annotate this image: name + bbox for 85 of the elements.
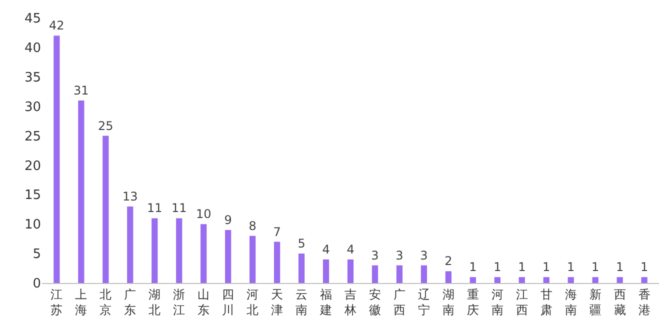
x-tick-label: 湖南: [442, 287, 454, 317]
bar: [322, 259, 330, 283]
data-label: 3: [420, 248, 428, 262]
data-label: 10: [196, 207, 212, 222]
data-label: 8: [248, 218, 256, 233]
bar: [225, 230, 232, 283]
y-tick-label: 15: [24, 188, 41, 204]
data-label: 13: [122, 189, 138, 204]
x-tick-label: 辽宁: [418, 287, 430, 317]
bar: [420, 265, 428, 283]
y-tick-label: 0: [32, 276, 41, 292]
x-tick-label: 香港: [638, 287, 650, 317]
x-tick-label: 新疆: [589, 287, 602, 317]
x-tick-label: 海南: [564, 287, 577, 317]
x-tick-label: 重庆: [466, 287, 479, 317]
x-tick-label: 吉林: [344, 287, 356, 317]
data-label: 1: [518, 260, 526, 274]
x-tick-label: 河南: [491, 287, 504, 317]
data-label: 1: [567, 260, 575, 274]
bar: [372, 265, 378, 283]
y-tick-label: 25: [24, 129, 41, 144]
data-label: 42: [49, 18, 64, 33]
data-label: 3: [371, 248, 379, 262]
bar: [518, 277, 525, 283]
data-label: 11: [146, 201, 162, 216]
y-tick-label: 40: [24, 40, 41, 56]
y-tick-label: 20: [24, 158, 41, 174]
data-label: 2: [444, 254, 452, 268]
x-tick-label: 安徽: [368, 287, 381, 317]
bar: [200, 224, 207, 283]
data-label: 25: [98, 118, 114, 133]
x-tick-label: 上海: [75, 287, 88, 317]
data-label: 5: [298, 236, 306, 251]
data-label: 7: [273, 224, 281, 239]
bar: [176, 218, 182, 283]
x-tick-label: 天津: [271, 287, 284, 317]
bar: [274, 242, 280, 283]
x-tick-label: 浙江: [173, 287, 186, 317]
data-label: 11: [171, 201, 187, 216]
y-tick-label: 5: [32, 247, 41, 262]
bar: [298, 254, 305, 283]
x-tick-label: 广东: [124, 287, 136, 317]
data-label: 1: [494, 260, 502, 274]
data-label: 1: [469, 260, 477, 274]
x-tick-label: 福建: [319, 287, 332, 317]
bar: [54, 36, 60, 283]
bar: [78, 100, 84, 283]
x-tick-label: 河北: [246, 287, 259, 317]
bar: [543, 277, 550, 283]
x-tick-label: 甘肃: [540, 287, 552, 317]
y-tick-label: 45: [24, 12, 41, 27]
bar: [470, 277, 476, 283]
bar: [127, 206, 134, 283]
x-tick-label: 山东: [198, 287, 210, 317]
x-tick-label: 广西: [393, 287, 406, 317]
x-tick-label: 江苏: [50, 287, 63, 317]
bar: [641, 277, 648, 283]
bar: [568, 277, 574, 283]
x-tick-label: 四川: [222, 287, 234, 317]
y-tick-label: 10: [24, 218, 41, 233]
bar: [250, 236, 256, 283]
y-tick-label: 30: [24, 100, 41, 115]
data-label: 1: [542, 260, 550, 274]
data-label: 31: [74, 83, 89, 98]
data-label: 1: [640, 260, 648, 274]
bar: [347, 259, 354, 283]
bar: [396, 265, 403, 283]
data-label: 9: [224, 213, 232, 227]
x-tick-label: 云南: [296, 287, 308, 317]
bar: [494, 277, 500, 283]
data-label: 4: [322, 242, 330, 256]
data-label: 1: [592, 260, 600, 274]
bar: [152, 218, 158, 283]
x-tick-label: 江西: [516, 287, 528, 317]
y-tick-label: 35: [24, 70, 41, 86]
x-tick-label: 西藏: [614, 287, 626, 317]
bar: [445, 271, 452, 283]
data-label: 1: [616, 260, 624, 274]
bar: [102, 136, 109, 283]
data-label: 4: [346, 242, 354, 256]
x-tick-label: 北京: [100, 287, 112, 317]
x-tick-label: 湖北: [148, 287, 161, 317]
bar: [592, 277, 598, 283]
bar: [616, 277, 623, 283]
data-label: 3: [396, 248, 404, 262]
